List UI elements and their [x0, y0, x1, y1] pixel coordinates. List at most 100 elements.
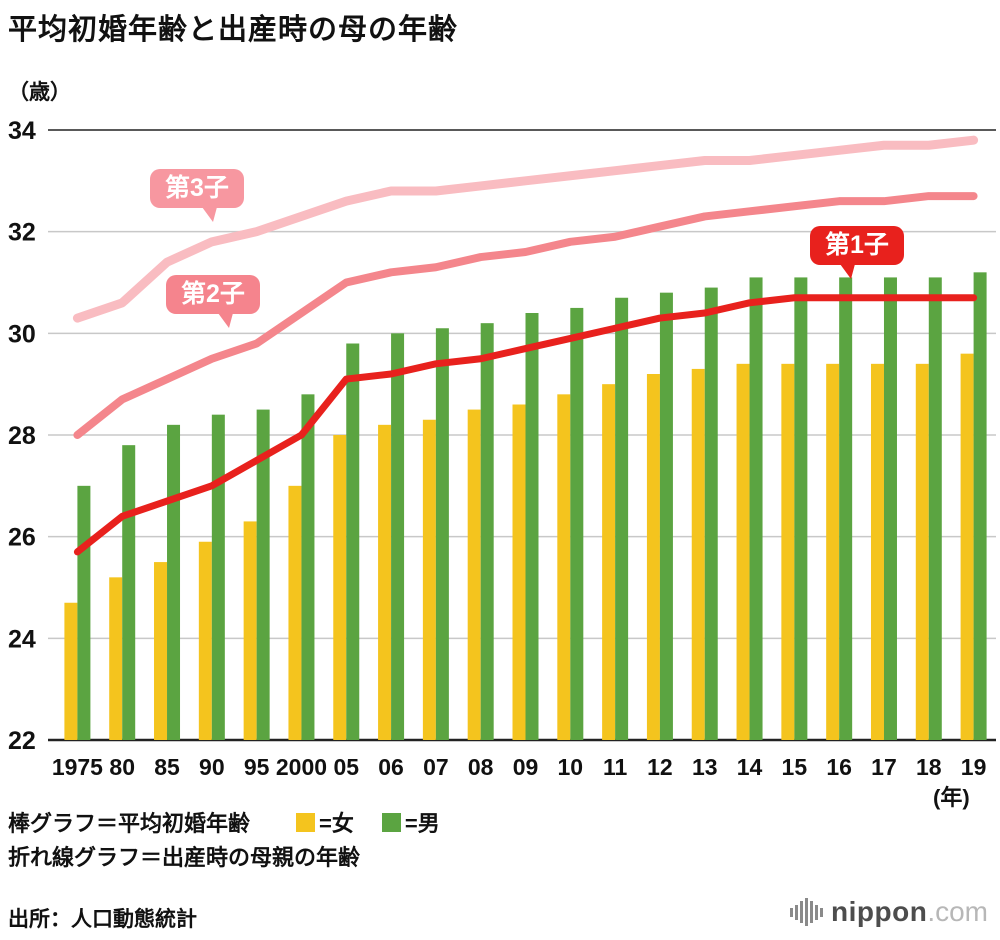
- x-tick-label: 90: [199, 754, 225, 780]
- bar-male: [525, 313, 539, 740]
- x-tick-label: 10: [558, 754, 584, 780]
- bar-female: [198, 541, 212, 740]
- third-child-line: [72, 135, 979, 323]
- bar-female: [602, 384, 616, 740]
- bar-female: [109, 577, 123, 740]
- bar-male: [749, 277, 763, 740]
- male-color-swatch: [381, 812, 401, 832]
- y-tick-label: 30: [8, 320, 36, 348]
- bar-female: [736, 363, 750, 740]
- x-tick-label: 80: [109, 754, 135, 780]
- bar-female: [870, 363, 884, 740]
- bar-male: [704, 287, 718, 740]
- y-tick-label: 26: [8, 524, 36, 552]
- x-tick-label: 07: [423, 754, 449, 780]
- x-tick-label: 05: [333, 754, 359, 780]
- bar-female: [154, 562, 168, 740]
- bar-male: [167, 424, 181, 740]
- bar-female: [826, 363, 840, 740]
- logo-bar: [815, 904, 819, 920]
- x-tick-label: 16: [826, 754, 852, 780]
- bar-male: [615, 297, 629, 740]
- logo-bar: [795, 904, 799, 920]
- y-axis-unit-label: （歳）: [8, 81, 71, 104]
- y-tick-label: 28: [8, 422, 36, 450]
- annotation-first-child-label: 第1子: [825, 231, 889, 259]
- logo-suffix-text: .com: [927, 896, 988, 927]
- x-axis-unit-label: (年): [933, 785, 970, 810]
- bar-female: [288, 485, 302, 740]
- nippon-logo-icon: [790, 898, 824, 926]
- bar-female: [915, 363, 929, 740]
- bar-male: [794, 277, 808, 740]
- x-tick-label: 95: [244, 754, 270, 780]
- legend-male-item: =男: [381, 806, 440, 838]
- annotation-second-child: 第2子: [166, 275, 260, 329]
- legend-row-lines: 折れ線グラフ＝出産時の母親の年齢: [8, 845, 361, 870]
- bar-male: [570, 307, 584, 740]
- logo-bar: [805, 898, 809, 926]
- bar-male: [883, 277, 897, 740]
- bar-male: [928, 277, 942, 740]
- legend-row-bars: 棒グラフ＝平均初婚年齢 =女 =男: [8, 806, 468, 838]
- x-tick-label: 17: [871, 754, 897, 780]
- x-tick-label: 2000: [276, 754, 327, 780]
- bar-female: [557, 394, 571, 740]
- bar-female: [333, 435, 347, 740]
- logo-bar: [790, 907, 794, 917]
- bar-female: [378, 424, 392, 740]
- legend-female-label: =女: [319, 811, 354, 836]
- bar-female: [467, 409, 481, 740]
- legend-male-label: =男: [404, 811, 440, 836]
- female-color-swatch: [296, 812, 316, 832]
- nippon-com-logo: nippon .com: [790, 896, 988, 928]
- source-label: 出所：人口動態統計: [8, 908, 197, 931]
- x-tick-label: 11: [603, 754, 628, 780]
- second-child-line: [73, 192, 978, 439]
- logo-bar: [810, 901, 814, 923]
- x-tick-label: 15: [782, 754, 808, 780]
- bar-female: [422, 419, 436, 740]
- bar-female: [691, 368, 705, 740]
- y-tick-label: 22: [8, 727, 36, 755]
- bar-male: [391, 333, 405, 740]
- bar-female: [64, 602, 78, 740]
- x-tick-label: 12: [647, 754, 673, 780]
- first-child-line: [73, 294, 978, 556]
- bar-male: [480, 323, 494, 740]
- annotation-first-child: 第1子: [810, 226, 904, 280]
- bar-male: [839, 277, 853, 740]
- bar-male: [122, 445, 136, 740]
- logo-brand-text: nippon: [831, 896, 928, 927]
- x-tick-label: 14: [737, 754, 763, 780]
- x-tick-label: 19: [961, 754, 987, 780]
- x-tick-label: 06: [378, 754, 404, 780]
- x-tick-label: 85: [154, 754, 180, 780]
- logo-bar: [800, 901, 804, 923]
- bar-female: [781, 363, 795, 740]
- x-tick-label: 13: [692, 754, 718, 780]
- logo-bar: [820, 907, 824, 917]
- x-tick-label: 09: [513, 754, 539, 780]
- y-tick-label: 32: [8, 219, 36, 247]
- bar-male: [659, 292, 673, 740]
- x-tick-label: 1975: [52, 754, 103, 780]
- x-tick-label: 18: [916, 754, 942, 780]
- bar-female: [243, 521, 257, 740]
- bar-male: [211, 414, 225, 740]
- legend-bar-label: 棒グラフ＝平均初婚年齢: [8, 811, 251, 836]
- bar-male: [346, 343, 360, 740]
- bar-male: [77, 485, 91, 740]
- annotation-third-child-label: 第3子: [165, 174, 229, 202]
- bar-female: [646, 374, 660, 740]
- x-tick-label: 08: [468, 754, 494, 780]
- bar-male: [435, 328, 449, 740]
- y-tick-label: 34: [8, 117, 36, 145]
- annotation-third-child: 第3子: [150, 169, 244, 223]
- page-title: 平均初婚年齢と出産時の母の年齢: [8, 14, 459, 46]
- bar-female: [512, 404, 526, 740]
- bar-female: [960, 353, 974, 740]
- legend-female-item: =女: [296, 806, 354, 838]
